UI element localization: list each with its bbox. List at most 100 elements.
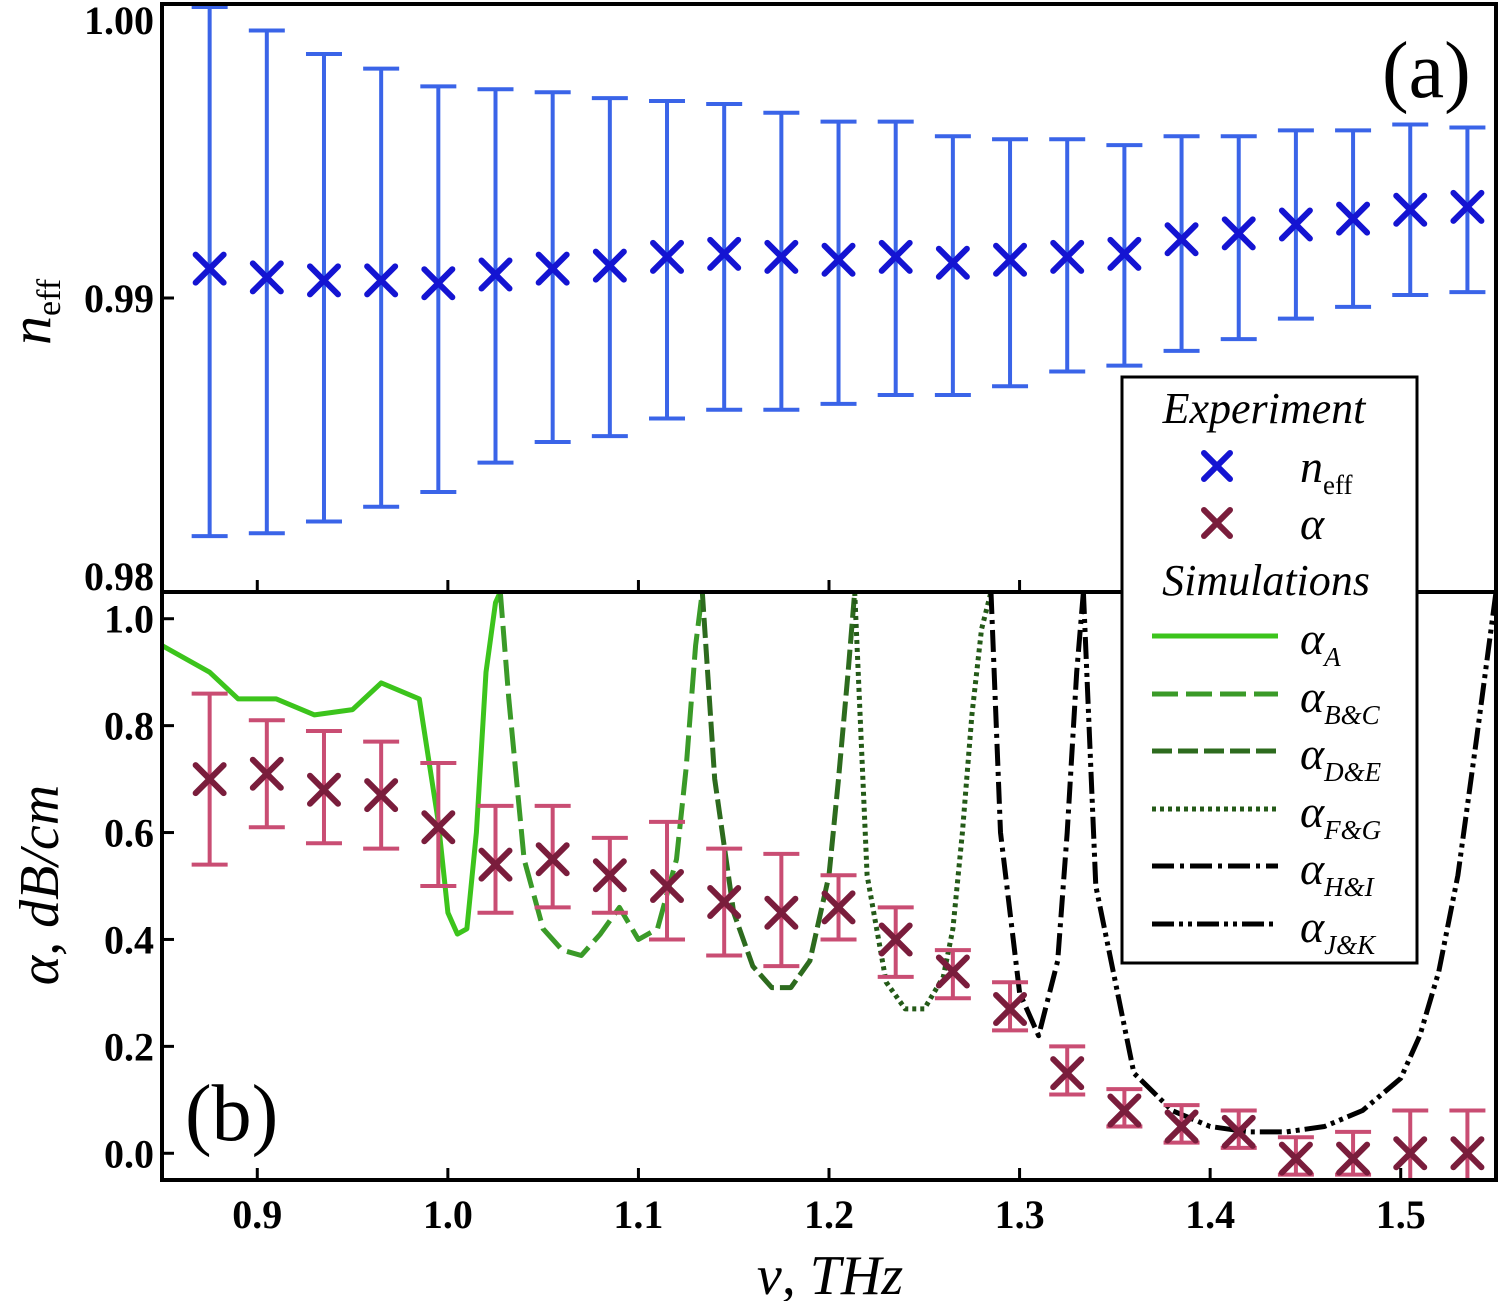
neff-errorbar	[363, 66, 400, 509]
legend-label-sub: H&I	[1323, 872, 1376, 902]
neff-errorbar	[420, 84, 457, 495]
alpha-point	[592, 858, 627, 893]
alpha-point	[364, 778, 399, 813]
alpha-point	[764, 895, 799, 930]
neff-point	[1393, 192, 1428, 227]
sim-curve-d-e	[699, 592, 858, 991]
alpha-point	[478, 847, 513, 882]
legend-label-sub: B&C	[1324, 700, 1380, 730]
legend: Experiment Simulations neffααAαB&CαD&EαF…	[1120, 375, 1419, 965]
panel-b-y-axis-label: α, dB/cm	[9, 785, 71, 985]
neff-point	[306, 263, 341, 298]
y-tick-label: 1.00	[84, 0, 154, 43]
alpha-point	[1221, 1114, 1256, 1149]
alpha-point	[249, 756, 284, 791]
alpha-point	[878, 922, 913, 957]
legend-experiment-title: Experiment	[1162, 384, 1368, 433]
x-tick-label: 1.4	[1185, 1192, 1235, 1237]
alpha-point	[1107, 1093, 1142, 1128]
alpha-point	[1050, 1056, 1085, 1091]
legend-label-sub: eff	[1323, 470, 1352, 500]
y-tick-label: 0.98	[84, 554, 154, 599]
panel-b: 0.0 0.2 0.4 0.6 0.8 1.0 0.9 1.0 1.1 1.2 1.3 1.4 1.5…	[9, 592, 1496, 1301]
neff-points	[192, 189, 1485, 301]
panel-a-label: (a)	[1382, 27, 1471, 115]
neff-errorbar	[1163, 134, 1200, 353]
neff-point	[1278, 207, 1313, 242]
neff-point	[764, 239, 799, 274]
x-tick-label: 1.2	[804, 1192, 854, 1237]
simulation-curves	[162, 592, 1496, 1135]
sim-curve-a	[162, 592, 503, 937]
panel-a-y-axis-label-main: n	[0, 316, 63, 345]
y-tick-label: 0.99	[84, 276, 154, 321]
panel-a-y-axis-label: neff	[0, 278, 68, 345]
alpha-errorbar	[477, 803, 514, 915]
alpha-point	[535, 842, 570, 877]
alpha-point	[707, 885, 742, 920]
legend-marker	[1201, 507, 1233, 539]
neff-errorbar	[1220, 134, 1257, 342]
alpha-point	[1450, 1136, 1485, 1171]
alpha-points	[192, 756, 1485, 1176]
neff-point	[650, 239, 685, 274]
alpha-point	[935, 954, 970, 989]
legend-label: αF&G	[1300, 786, 1381, 845]
neff-point	[1164, 222, 1199, 257]
legend-entry: neff	[1201, 441, 1352, 500]
legend-entry: αF&G	[1152, 786, 1381, 845]
y-tick-label: 0.0	[104, 1131, 154, 1176]
sim-curve-f-g	[852, 592, 994, 1012]
neff-point	[249, 260, 284, 295]
alpha-point	[1278, 1141, 1313, 1176]
neff-point	[535, 251, 570, 286]
neff-point	[878, 239, 913, 274]
neff-point	[935, 245, 970, 280]
panel-b-x-axis-label: ν, THz	[757, 1245, 903, 1301]
y-tick-label: 0.4	[104, 917, 154, 962]
y-tick-label: 0.8	[104, 704, 154, 749]
neff-point	[707, 236, 742, 271]
alpha-point	[1336, 1141, 1371, 1176]
alpha-point	[993, 991, 1028, 1026]
neff-point	[993, 242, 1028, 277]
neff-point	[1450, 189, 1485, 224]
legend-label: α	[1300, 498, 1325, 549]
alpha-point	[421, 810, 456, 845]
alpha-point	[1164, 1109, 1199, 1144]
neff-point	[1050, 239, 1085, 274]
neff-point	[478, 257, 513, 292]
panel-b-x-ticks: 0.9 1.0 1.1 1.2 1.3 1.4 1.5	[232, 1168, 1426, 1237]
panel-b-y-ticks: 0.0 0.2 0.4 0.6 0.8 1.0	[104, 597, 174, 1176]
sim-curve-h-i	[988, 592, 1086, 1039]
legend-label-sub: F&G	[1323, 815, 1381, 845]
neff-point	[1336, 201, 1371, 236]
x-tick-label: 1.0	[423, 1192, 473, 1237]
legend-label-sub: D&E	[1323, 757, 1382, 787]
x-tick-label: 1.5	[1376, 1192, 1426, 1237]
legend-marker	[1201, 450, 1233, 482]
neff-errorbar	[763, 110, 800, 412]
y-tick-label: 0.2	[104, 1024, 154, 1069]
alpha-point	[650, 869, 685, 903]
sim-curve-b-c	[497, 592, 705, 958]
neff-point	[1107, 236, 1142, 271]
sim-curve-j-k	[1080, 592, 1496, 1135]
panel-a-y-axis-label-sub: eff	[31, 278, 68, 316]
panel-a: 0.980.991.00 (a) neff	[0, 0, 1486, 599]
legend-simulations-title: Simulations	[1162, 556, 1370, 605]
panel-b-label: (b)	[185, 1070, 278, 1158]
x-tick-label: 1.3	[995, 1192, 1045, 1237]
legend-label-sub: A	[1322, 642, 1341, 672]
alpha-point	[821, 890, 856, 925]
legend-entry: α	[1201, 498, 1325, 549]
neff-point	[192, 251, 227, 286]
y-tick-label: 1.0	[104, 597, 154, 642]
alpha-point	[306, 772, 341, 807]
alpha-point	[192, 762, 227, 797]
x-tick-label: 1.1	[613, 1192, 663, 1237]
neff-errorbar	[305, 51, 342, 524]
alpha-errorbar	[649, 819, 686, 942]
